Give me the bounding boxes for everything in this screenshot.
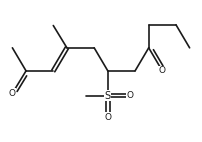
Text: S: S xyxy=(105,91,111,101)
Text: O: O xyxy=(127,91,134,100)
Text: O: O xyxy=(159,66,166,75)
Text: O: O xyxy=(104,113,111,122)
Text: O: O xyxy=(9,89,16,98)
